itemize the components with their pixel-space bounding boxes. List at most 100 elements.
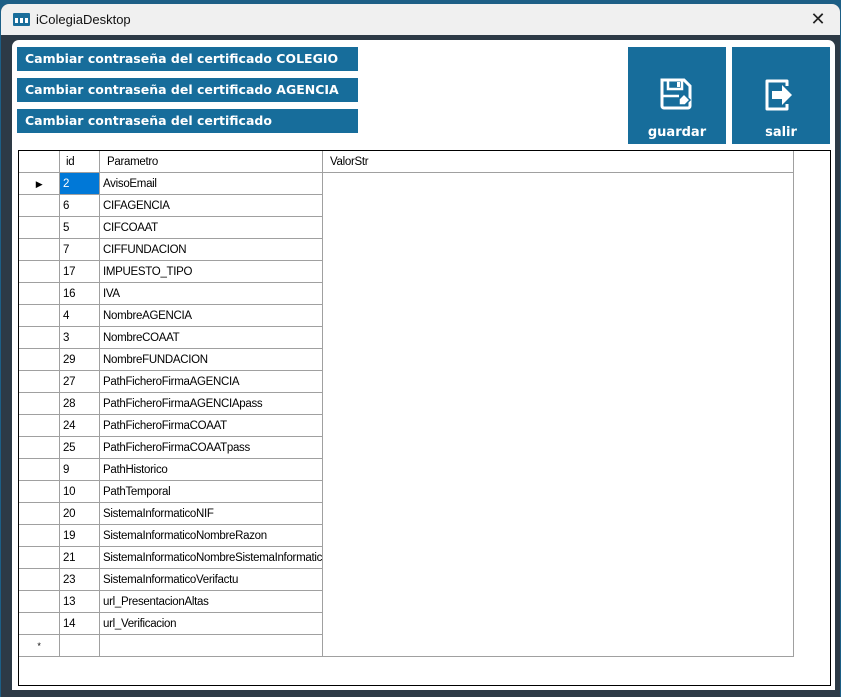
cell-id[interactable]: 10 (60, 481, 100, 503)
cell-parametro[interactable]: PathHistorico (100, 459, 323, 481)
cell-id[interactable]: 14 (60, 613, 100, 635)
cell-parametro[interactable]: PathFicheroFirmaCOAATpass (100, 437, 323, 459)
cell-id[interactable]: 19 (60, 525, 100, 547)
cell-parametro[interactable]: SistemaInformaticoVerifactu (100, 569, 323, 591)
cell-id[interactable]: 29 (60, 349, 100, 371)
table-row[interactable]: 10 PathTemporal (19, 481, 323, 503)
table-row[interactable]: 13 url_PresentacionAltas (19, 591, 323, 613)
parameters-grid[interactable]: id Parametro ValorStr ▶ 2 AvisoEmail 6 CIFAG… (18, 150, 831, 686)
table-row[interactable]: 3 NombreCOAAT (19, 327, 323, 349)
table-row[interactable]: 16 IVA (19, 283, 323, 305)
cell-id[interactable]: 7 (60, 239, 100, 261)
cell-parametro[interactable]: NombreCOAAT (100, 327, 323, 349)
row-header[interactable] (19, 481, 60, 503)
cell-parametro[interactable]: PathFicheroFirmaAGENCIA (100, 371, 323, 393)
cell-parametro[interactable]: CIFFUNDACION (100, 239, 323, 261)
row-header[interactable] (19, 349, 60, 371)
change-password-fundacion-button[interactable]: Cambiar contraseña del certificado FUNDA… (17, 109, 358, 152)
cell-parametro[interactable]: url_PresentacionAltas (100, 591, 323, 613)
cell-id[interactable] (60, 635, 100, 657)
table-row[interactable]: 7 CIFFUNDACION (19, 239, 323, 261)
column-header-parametro[interactable]: Parametro (100, 151, 323, 173)
cell-parametro[interactable]: SistemaInformaticoNombreSistemaInformati… (100, 547, 323, 569)
row-header[interactable] (19, 371, 60, 393)
change-password-agencia-button[interactable]: Cambiar contraseña del certificado AGENC… (17, 78, 358, 102)
table-row[interactable]: 5 CIFCOAAT (19, 217, 323, 239)
cell-id[interactable]: 25 (60, 437, 100, 459)
row-header[interactable] (19, 327, 60, 349)
row-header[interactable] (19, 569, 60, 591)
cell-parametro[interactable]: NombreFUNDACION (100, 349, 323, 371)
table-row[interactable]: 24 PathFicheroFirmaCOAAT (19, 415, 323, 437)
table-row[interactable]: 29 NombreFUNDACION (19, 349, 323, 371)
cell-id[interactable]: 2 (60, 173, 100, 195)
column-header-valorstr[interactable]: ValorStr (323, 151, 794, 173)
row-header[interactable] (19, 261, 60, 283)
cell-id[interactable]: 5 (60, 217, 100, 239)
row-header[interactable] (19, 437, 60, 459)
cell-parametro[interactable]: NombreAGENCIA (100, 305, 323, 327)
cell-id[interactable]: 21 (60, 547, 100, 569)
row-header[interactable]: * (19, 635, 60, 657)
save-button[interactable]: guardar (628, 47, 726, 144)
cell-id[interactable]: 27 (60, 371, 100, 393)
table-row[interactable]: 6 CIFAGENCIA (19, 195, 323, 217)
cell-id[interactable]: 20 (60, 503, 100, 525)
change-password-colegio-button[interactable]: Cambiar contraseña del certificado COLEG… (17, 47, 358, 71)
cell-id[interactable]: 17 (60, 261, 100, 283)
table-row[interactable]: 25 PathFicheroFirmaCOAATpass (19, 437, 323, 459)
row-header[interactable] (19, 459, 60, 481)
table-row[interactable]: 28 PathFicheroFirmaAGENCIApass (19, 393, 323, 415)
cell-parametro[interactable]: IVA (100, 283, 323, 305)
cell-id[interactable]: 6 (60, 195, 100, 217)
cell-id[interactable]: 28 (60, 393, 100, 415)
new-row[interactable]: * (19, 635, 794, 657)
row-header[interactable] (19, 503, 60, 525)
cell-id[interactable]: 4 (60, 305, 100, 327)
main-panel: Cambiar contraseña del certificado COLEG… (12, 40, 835, 690)
cell-valorstr[interactable] (323, 635, 794, 657)
cell-id[interactable]: 24 (60, 415, 100, 437)
row-header[interactable] (19, 525, 60, 547)
cell-parametro[interactable]: SistemaInformaticoNombreRazon (100, 525, 323, 547)
row-header[interactable] (19, 547, 60, 569)
cell-parametro[interactable]: IMPUESTO_TIPO (100, 261, 323, 283)
table-row[interactable]: 14 url_Verificacion (19, 613, 323, 635)
cell-id[interactable]: 3 (60, 327, 100, 349)
cell-parametro[interactable]: CIFAGENCIA (100, 195, 323, 217)
row-header[interactable] (19, 415, 60, 437)
cell-id[interactable]: 13 (60, 591, 100, 613)
cell-parametro[interactable]: SistemaInformaticoNIF (100, 503, 323, 525)
close-button[interactable]: ✕ (810, 9, 826, 29)
row-header[interactable] (19, 613, 60, 635)
cell-parametro[interactable]: url_Verificacion (100, 613, 323, 635)
table-row[interactable]: 19 SistemaInformaticoNombreRazon (19, 525, 323, 547)
cell-parametro[interactable]: CIFCOAAT (100, 217, 323, 239)
row-header[interactable] (19, 591, 60, 613)
table-row[interactable]: 9 PathHistorico (19, 459, 323, 481)
column-header-id[interactable]: id (60, 151, 100, 173)
cell-id[interactable]: 9 (60, 459, 100, 481)
cell-id[interactable]: 16 (60, 283, 100, 305)
cell-parametro[interactable]: PathFicheroFirmaAGENCIApass (100, 393, 323, 415)
row-header[interactable] (19, 393, 60, 415)
row-header[interactable] (19, 195, 60, 217)
table-row[interactable]: 20 SistemaInformaticoNIF (19, 503, 323, 525)
table-row[interactable]: ▶ 2 AvisoEmail (19, 173, 323, 195)
cell-parametro[interactable]: AvisoEmail (100, 173, 323, 195)
table-row[interactable]: 23 SistemaInformaticoVerifactu (19, 569, 323, 591)
row-header[interactable] (19, 217, 60, 239)
cell-parametro[interactable]: PathTemporal (100, 481, 323, 503)
table-row[interactable]: 4 NombreAGENCIA (19, 305, 323, 327)
exit-button[interactable]: salir (732, 47, 830, 144)
row-header[interactable]: ▶ (19, 173, 60, 195)
row-header[interactable] (19, 305, 60, 327)
table-row[interactable]: 27 PathFicheroFirmaAGENCIA (19, 371, 323, 393)
row-header[interactable] (19, 239, 60, 261)
cell-id[interactable]: 23 (60, 569, 100, 591)
cell-parametro[interactable] (100, 635, 323, 657)
table-row[interactable]: 21 SistemaInformaticoNombreSistemaInforma… (19, 547, 323, 569)
row-header[interactable] (19, 283, 60, 305)
cell-parametro[interactable]: PathFicheroFirmaCOAAT (100, 415, 323, 437)
table-row[interactable]: 17 IMPUESTO_TIPO (19, 261, 323, 283)
